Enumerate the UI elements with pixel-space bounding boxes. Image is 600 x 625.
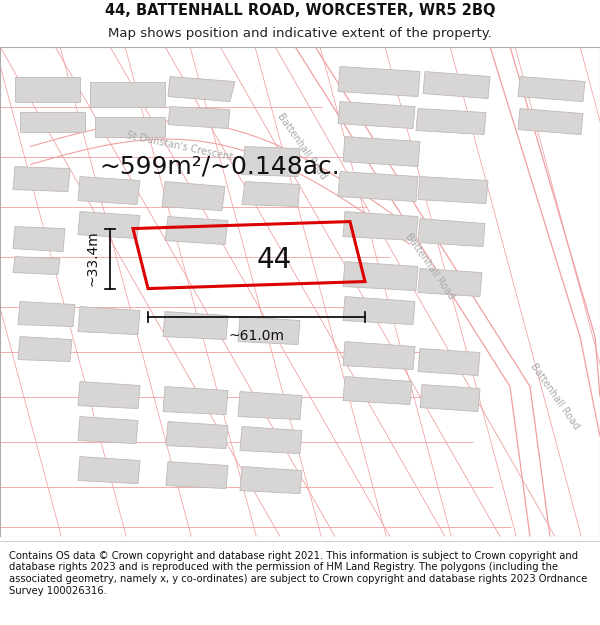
Polygon shape — [420, 384, 480, 411]
Text: Map shows position and indicative extent of the property.: Map shows position and indicative extent… — [108, 27, 492, 39]
Text: Battenhall Road: Battenhall Road — [529, 362, 581, 431]
Polygon shape — [338, 101, 415, 129]
Polygon shape — [15, 76, 80, 101]
Text: ~33.4m: ~33.4m — [86, 231, 100, 286]
Polygon shape — [166, 421, 228, 449]
Polygon shape — [418, 176, 488, 204]
Polygon shape — [18, 336, 72, 361]
Text: Battenhall Road: Battenhall Road — [403, 232, 457, 301]
Polygon shape — [163, 386, 228, 414]
Text: St Dunstan's Crescent: St Dunstan's Crescent — [126, 131, 234, 162]
Text: ~61.0m: ~61.0m — [229, 329, 284, 342]
Polygon shape — [240, 426, 302, 454]
Polygon shape — [78, 211, 140, 239]
Polygon shape — [242, 146, 300, 176]
Polygon shape — [343, 341, 415, 369]
Polygon shape — [20, 111, 85, 131]
Polygon shape — [238, 316, 300, 344]
Bar — [0, 47, 600, 536]
Polygon shape — [13, 166, 70, 191]
Polygon shape — [166, 461, 228, 489]
Polygon shape — [165, 216, 228, 244]
Text: 44: 44 — [256, 246, 292, 274]
Text: Contains OS data © Crown copyright and database right 2021. This information is : Contains OS data © Crown copyright and d… — [9, 551, 587, 596]
Polygon shape — [338, 66, 420, 96]
Polygon shape — [343, 296, 415, 324]
Polygon shape — [518, 109, 583, 134]
Polygon shape — [78, 176, 140, 204]
Polygon shape — [418, 219, 485, 246]
Polygon shape — [343, 136, 420, 166]
Polygon shape — [78, 381, 140, 409]
Polygon shape — [168, 76, 235, 101]
Polygon shape — [13, 256, 60, 274]
Polygon shape — [416, 109, 486, 134]
Polygon shape — [78, 416, 138, 444]
Polygon shape — [343, 211, 418, 241]
Text: ~599m²/~0.148ac.: ~599m²/~0.148ac. — [100, 154, 340, 179]
Polygon shape — [168, 106, 230, 129]
Polygon shape — [78, 306, 140, 334]
Text: Battenhall Road: Battenhall Road — [275, 112, 329, 181]
Polygon shape — [418, 349, 480, 376]
Text: 44, BATTENHALL ROAD, WORCESTER, WR5 2BQ: 44, BATTENHALL ROAD, WORCESTER, WR5 2BQ — [105, 3, 495, 18]
Polygon shape — [95, 116, 165, 136]
Polygon shape — [18, 301, 75, 326]
Polygon shape — [238, 391, 302, 419]
Polygon shape — [240, 466, 302, 494]
Polygon shape — [418, 269, 482, 296]
Polygon shape — [242, 181, 300, 206]
Polygon shape — [338, 171, 418, 201]
Polygon shape — [343, 261, 418, 291]
Polygon shape — [343, 376, 412, 404]
Polygon shape — [90, 81, 165, 106]
Polygon shape — [78, 456, 140, 484]
Polygon shape — [423, 71, 490, 99]
Polygon shape — [518, 76, 585, 101]
Polygon shape — [163, 311, 228, 339]
Polygon shape — [162, 181, 225, 211]
Polygon shape — [13, 226, 65, 251]
